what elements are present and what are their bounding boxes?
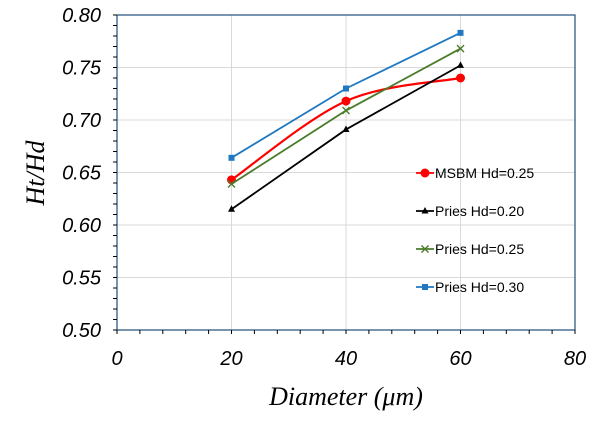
legend-label: Pries Hd=0.20 (435, 203, 524, 219)
data-point (227, 180, 236, 189)
data-point (457, 61, 464, 68)
legend-item: Pries Hd=0.25 (416, 241, 524, 257)
legend-label: MSBM Hd=0.25 (435, 165, 534, 181)
y-axis-title: Ht/Hd (21, 140, 50, 207)
data-point (343, 85, 349, 92)
y-tick-label: 0.75 (62, 58, 102, 80)
x-tick-label: 0 (111, 348, 122, 370)
data-point (342, 106, 350, 115)
series-4 (228, 29, 464, 161)
y-tick-label: 0.60 (62, 215, 101, 237)
legend-label: Pries Hd=0.25 (435, 241, 524, 257)
legend-swatch-marker (421, 245, 429, 253)
tick-labels: 0.50 0.55 0.60 0.65 0.70 0.75 0.80 0 20 40 60 80 (62, 5, 586, 370)
legend-item: Pries Hd=0.30 (416, 279, 524, 295)
data-point (457, 29, 464, 36)
legend: MSBM Hd=0.25 Pries Hd=0.20 Pries Hd=0.25 Pr… (416, 165, 534, 295)
y-tick-label: 0.65 (62, 163, 102, 185)
y-tick-label: 0.55 (62, 268, 102, 290)
data-point (456, 73, 465, 83)
legend-item: MSBM Hd=0.25 (416, 165, 534, 181)
x-tick-label: 80 (564, 348, 586, 370)
data-point (228, 205, 235, 212)
x-tick-label: 20 (219, 348, 242, 370)
legend-swatch-marker (422, 284, 428, 290)
y-tick-label: 0.70 (62, 110, 101, 132)
x-axis-title: Diameter (μm) (268, 382, 423, 411)
data-point (456, 44, 465, 53)
data-point (228, 154, 235, 161)
axis-ticks (113, 14, 576, 334)
data-point (341, 96, 351, 106)
series-2 (228, 61, 464, 212)
x-tick-label: 40 (335, 348, 357, 370)
x-tick-label: 60 (449, 348, 471, 370)
series-3 (227, 44, 465, 189)
legend-swatch-marker (421, 207, 429, 214)
y-tick-label: 0.50 (62, 320, 101, 342)
y-tick-label: 0.80 (62, 5, 101, 27)
legend-label: Pries Hd=0.30 (435, 279, 524, 295)
data-point (342, 125, 350, 132)
legend-swatch-marker (420, 168, 430, 178)
series-layer (227, 29, 465, 212)
legend-item: Pries Hd=0.20 (416, 203, 524, 219)
